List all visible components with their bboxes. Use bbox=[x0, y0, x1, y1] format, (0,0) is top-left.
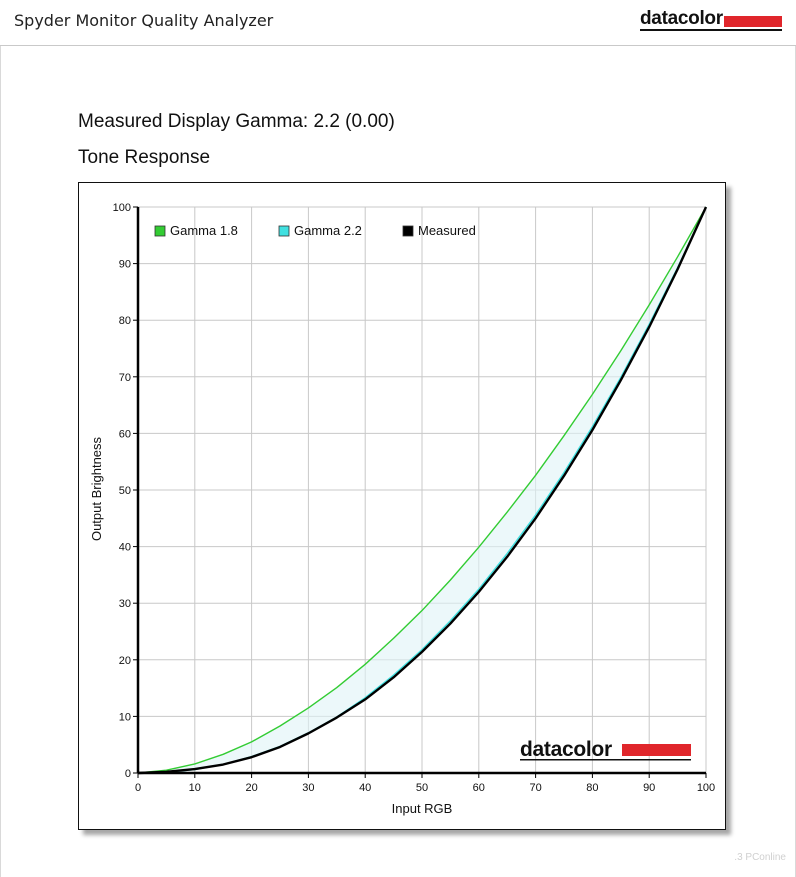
y-tick-label-20: 20 bbox=[119, 655, 131, 667]
grid bbox=[138, 206, 707, 773]
x-tick-label-70: 70 bbox=[529, 782, 541, 794]
y-tick-label-0: 0 bbox=[125, 768, 131, 780]
legend-swatch-gamma-1-8 bbox=[154, 225, 166, 237]
series-line-gamma-1-8 bbox=[137, 206, 707, 774]
x-tick-label-50: 50 bbox=[416, 782, 428, 794]
measured-gamma-heading: Measured Display Gamma: 2.2 (0.00) bbox=[78, 111, 395, 132]
x-tick-label-90: 90 bbox=[643, 782, 655, 794]
brand-wordmark: datacolor bbox=[640, 8, 723, 29]
datacolor-logo: datacolor bbox=[640, 8, 782, 34]
axes bbox=[133, 206, 707, 778]
legend-label-measured: Measured bbox=[418, 223, 476, 238]
chart-canvas: 0 10 20 30 40 50 60 70 80 90 100 0 10 20 30 40 50 60 70 80 9… bbox=[89, 202, 716, 816]
page-border-left bbox=[0, 46, 1, 877]
y-tick-label-70: 70 bbox=[119, 372, 131, 384]
x-tick-label-80: 80 bbox=[586, 782, 598, 794]
x-tick-label-40: 40 bbox=[359, 782, 371, 794]
y-tick-label-30: 30 bbox=[119, 598, 131, 610]
x-tick-label-30: 30 bbox=[302, 782, 314, 794]
app-title: Spyder Monitor Quality Analyzer bbox=[14, 11, 274, 30]
x-axis-label: Input RGB bbox=[392, 801, 453, 816]
y-tick-label-90: 90 bbox=[119, 259, 131, 271]
chart-datacolor-logo: datacolor bbox=[520, 738, 691, 761]
x-tick-label-0: 0 bbox=[135, 782, 141, 794]
brand-red-bar bbox=[724, 16, 782, 27]
legend-label-gamma-1-8: Gamma 1.8 bbox=[170, 223, 238, 238]
y-tick-label-60: 60 bbox=[119, 428, 131, 440]
y-axis-label: Output Brightness bbox=[89, 436, 104, 541]
series-lines bbox=[137, 206, 708, 775]
legend-swatch-gamma-2-2 bbox=[278, 225, 290, 237]
legend: Gamma 1.8 Gamma 2.2 Measured bbox=[154, 223, 476, 238]
legend-swatch-measured bbox=[402, 225, 414, 237]
app-header: Spyder Monitor Quality Analyzer datacolo… bbox=[0, 0, 796, 46]
x-tick-label-20: 20 bbox=[245, 782, 257, 794]
tone-response-title: Tone Response bbox=[78, 147, 211, 168]
series-line-measured bbox=[137, 206, 708, 775]
y-tick-label-50: 50 bbox=[119, 485, 131, 497]
chart-logo-underline bbox=[520, 759, 691, 761]
y-tick-label-100: 100 bbox=[113, 202, 131, 214]
brand-underline bbox=[640, 29, 782, 31]
tick-labels: 0 10 20 30 40 50 60 70 80 90 100 0 10 20 30 40 50 60 70 80 9… bbox=[113, 202, 716, 794]
y-tick-label-80: 80 bbox=[119, 315, 131, 327]
y-tick-label-40: 40 bbox=[119, 542, 131, 554]
tone-response-chart: 0 10 20 30 40 50 60 70 80 90 100 0 10 20 30 40 50 60 70 80 9… bbox=[78, 182, 726, 830]
legend-label-gamma-2-2: Gamma 2.2 bbox=[294, 223, 362, 238]
chart-logo-wordmark: datacolor bbox=[520, 738, 612, 761]
x-tick-label-100: 100 bbox=[697, 782, 715, 794]
watermark: .3 PConline bbox=[734, 852, 786, 863]
y-tick-label-10: 10 bbox=[119, 711, 131, 723]
x-tick-label-60: 60 bbox=[473, 782, 485, 794]
chart-logo-red-bar bbox=[622, 744, 691, 756]
x-tick-label-10: 10 bbox=[189, 782, 201, 794]
